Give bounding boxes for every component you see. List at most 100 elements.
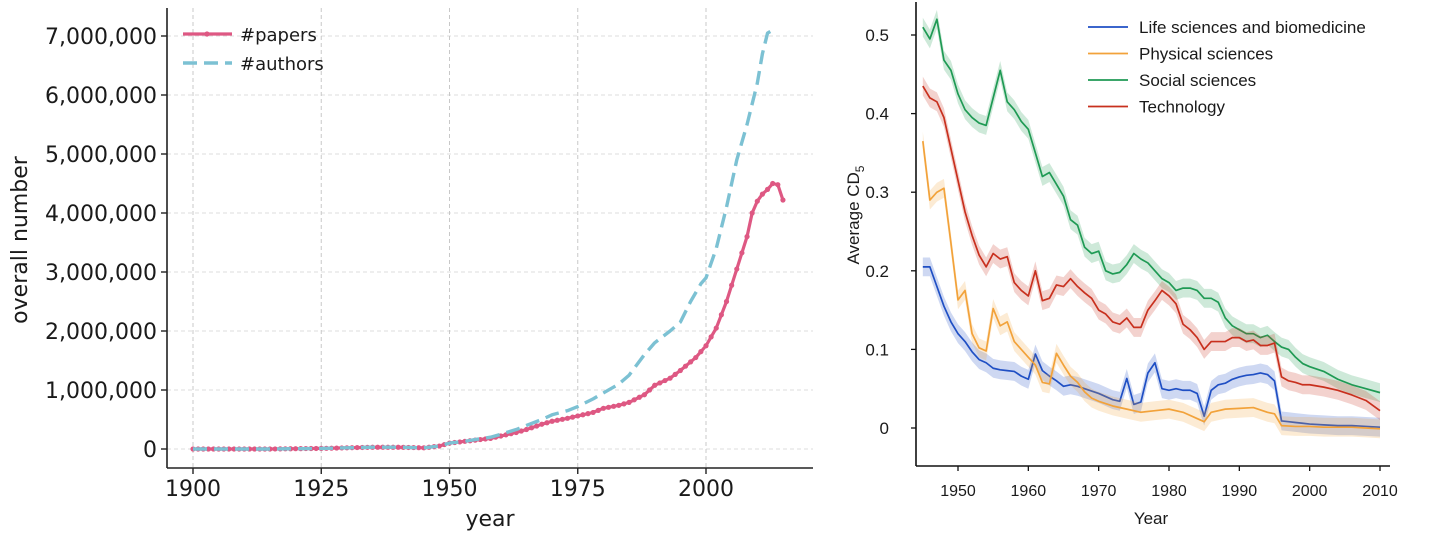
series-ci-band-2: [922, 9, 1380, 403]
left-legend: #papers #authors: [183, 25, 324, 75]
papers-point: [595, 407, 601, 413]
papers-point: [682, 363, 689, 369]
papers-point: [528, 425, 535, 431]
papers-point: [416, 445, 422, 451]
left-xtick-label: 1925: [293, 477, 349, 502]
right-y-axis-title: Average CD5: [844, 165, 867, 264]
papers-point: [570, 414, 576, 420]
series-line-1: [921, 141, 1381, 430]
left-ytick-label: 5,000,000: [45, 143, 157, 168]
papers-point: [575, 413, 581, 419]
right-xtick-label: 1980: [1151, 483, 1187, 500]
series-line-2: [922, 18, 1381, 394]
right-ytick-label: 0.5: [865, 26, 889, 45]
papers-point: [395, 444, 401, 450]
left-ytick-label: 2,000,000: [45, 320, 157, 345]
right-xtick-label: 1990: [1222, 483, 1258, 500]
papers-point: [764, 186, 771, 192]
papers-point: [780, 197, 786, 203]
papers-point: [677, 367, 683, 374]
papers-point: [611, 403, 617, 409]
left-ytick-label: 7,000,000: [45, 25, 157, 50]
papers-point: [564, 415, 571, 421]
papers-point: [744, 234, 750, 240]
papers-point: [754, 198, 760, 204]
papers-point: [759, 191, 766, 197]
papers-point: [600, 405, 607, 411]
right-x-axis-title: Year: [1134, 509, 1169, 528]
right-xtick-label: 1970: [1081, 483, 1117, 500]
papers-point: [621, 401, 627, 407]
papers-point: [636, 394, 642, 400]
right-ytick-label: 0.2: [865, 262, 889, 281]
legend-label-1: Physical sciences: [1139, 45, 1273, 64]
papers-point: [544, 420, 550, 426]
left-y-axis-title: overall number: [8, 155, 33, 324]
papers-point: [734, 266, 740, 272]
papers-point: [703, 343, 709, 349]
papers-point: [251, 446, 258, 452]
papers-point: [708, 334, 714, 340]
papers-point: [626, 399, 632, 405]
papers-point: [549, 418, 555, 424]
papers-point: [729, 282, 735, 288]
papers-point: [693, 354, 699, 361]
left-x-axis-title: year: [465, 507, 515, 532]
left-xtick-label: 1900: [165, 477, 221, 502]
papers-point: [770, 180, 776, 187]
series-ci-band-0: [922, 257, 1380, 437]
series-ci-band-3: [922, 76, 1380, 421]
papers-point: [672, 371, 678, 377]
legend-papers-marker: [204, 31, 210, 37]
right-ytick-label: 0.4: [865, 105, 889, 124]
papers-point: [313, 445, 319, 452]
right-ytick-label: 0: [880, 419, 889, 438]
legend-label-0: Life sciences and biomedicine: [1139, 18, 1366, 37]
left-xtick-label: 2000: [678, 477, 734, 502]
right-ytick-label: 0.3: [865, 183, 889, 202]
papers-point: [718, 312, 724, 318]
papers-point: [554, 417, 560, 423]
legend-label-3: Technology: [1139, 98, 1226, 117]
papers-point: [652, 382, 658, 388]
papers-point: [590, 409, 596, 416]
left-ytick-label: 4,000,000: [45, 202, 157, 227]
papers-point: [739, 250, 745, 256]
left-ytick-label: 1,000,000: [45, 379, 157, 404]
papers-point: [605, 404, 612, 410]
left-xtick-label: 1950: [422, 477, 478, 502]
papers-point: [641, 392, 648, 398]
papers-point: [585, 411, 591, 417]
left-ytick-label: 0: [143, 438, 157, 463]
series-line-3: [922, 85, 1381, 412]
papers-point: [775, 182, 781, 188]
papers-point: [631, 397, 637, 403]
left-ytick-label: 6,000,000: [45, 84, 157, 109]
papers-point: [272, 446, 278, 452]
authors-series-line: [193, 28, 774, 451]
right-legend: Life sciences and biomedicine Physical sc…: [1088, 18, 1366, 117]
right-ytick-label: 0.1: [865, 340, 889, 359]
legend-label-2: Social sciences: [1139, 71, 1256, 90]
papers-point: [293, 446, 299, 452]
papers-point: [662, 377, 668, 384]
left-xtick-label: 1975: [550, 477, 606, 502]
papers-point: [713, 325, 719, 331]
papers-point: [534, 423, 540, 429]
papers-point: [688, 359, 694, 365]
papers-point: [616, 402, 622, 408]
right-xtick-label: 1960: [1011, 483, 1047, 500]
papers-point: [354, 444, 360, 451]
papers-point: [667, 375, 673, 381]
papers-point: [375, 444, 381, 450]
papers-point: [559, 416, 565, 422]
papers-point: [334, 445, 340, 451]
legend-authors-label: #authors: [240, 54, 324, 75]
papers-point: [580, 412, 586, 418]
right-y-axis-title-text: Average CD: [844, 172, 863, 264]
right-xtick-label: 1950: [940, 483, 976, 500]
series-line-0: [922, 266, 1381, 429]
left-gridlines: [167, 8, 813, 468]
